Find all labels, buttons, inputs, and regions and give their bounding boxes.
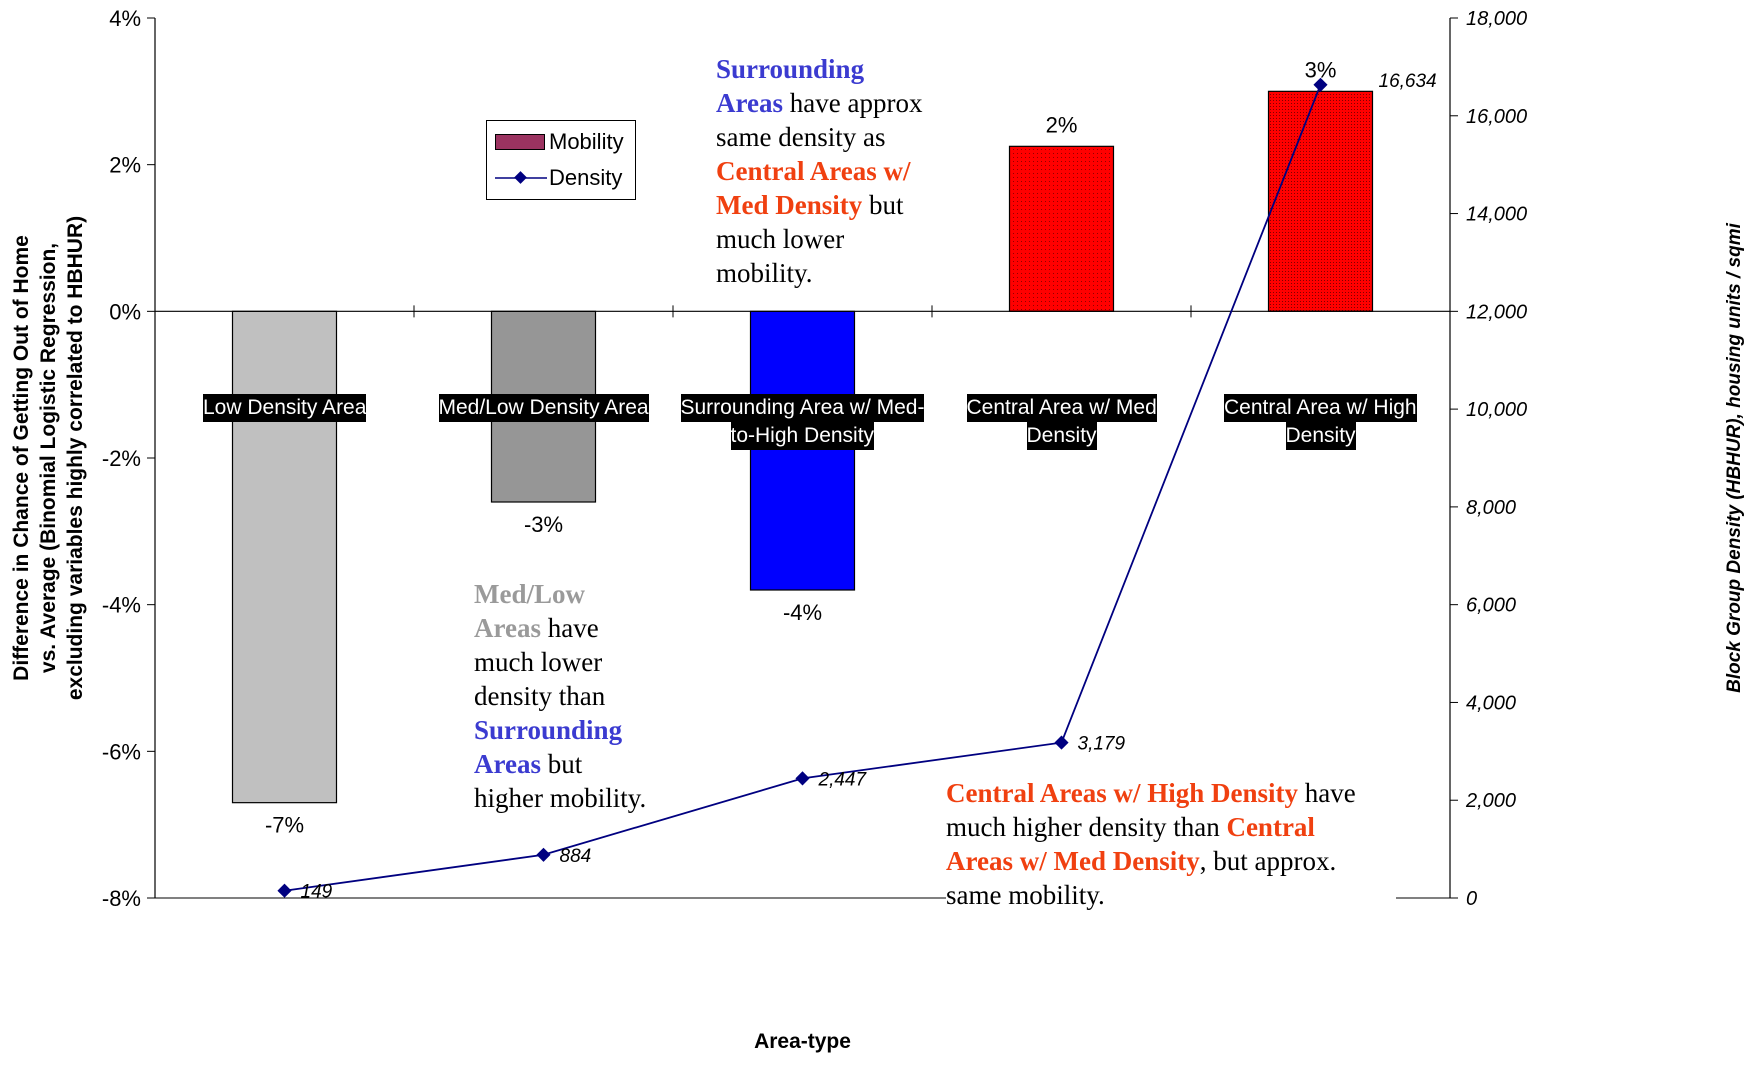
x-axis-title: Area-type [754, 1030, 851, 1053]
y-tick-label: 2% [109, 153, 141, 178]
density-value-label-2: 2,447 [818, 769, 868, 790]
annotation-medlow: Med/Low Areas have much lower density th… [474, 577, 672, 815]
density-value-label-3: 3,179 [1078, 734, 1126, 755]
bar-value-label-4: 3% [1305, 57, 1337, 82]
category-label-2: Surrounding Area w/ Med- [680, 394, 925, 422]
annotation-text: but [862, 190, 904, 220]
annotation-text: Med Density [716, 190, 863, 220]
annotation-text: much lower [716, 224, 845, 254]
annotation-text: Central Areas w/ [716, 156, 911, 186]
annotation-text: Areas [474, 749, 541, 779]
density-value-label-0: 149 [301, 882, 333, 903]
annotation-text: Surrounding [716, 54, 865, 84]
annotation-text: much lower [474, 647, 603, 677]
density-point-2 [795, 771, 810, 786]
annotation-text: Areas [716, 88, 783, 118]
category-label-4: Density [1285, 422, 1356, 450]
y-tick-label: -8% [102, 886, 141, 911]
category-label-3: Density [1026, 422, 1097, 450]
legend-item-density: Density [495, 165, 622, 191]
category-label-3: Central Area w/ Med [966, 394, 1157, 422]
legend-label-mobility: Mobility [549, 129, 624, 154]
density-value-label-1: 884 [560, 846, 592, 867]
y2-tick-label: 4,000 [1466, 692, 1516, 714]
annotation-text: same density as [716, 122, 886, 152]
annotation-text: , but approx. [1199, 846, 1337, 876]
category-label-0: Low Density Area [203, 394, 367, 422]
y2-tick-label: 16,000 [1466, 106, 1527, 128]
y-tick-label: 4% [109, 6, 141, 31]
category-label-4: Central Area w/ High [1224, 394, 1417, 422]
y2-tick-label: 8,000 [1466, 497, 1516, 519]
labels-layer: -7% -3% -4% 2% 3% 149 884 2,447 3,179 16,634 Area-… [10, 57, 1745, 1053]
annotation-text: Central [1226, 812, 1315, 842]
y-tick-label: -6% [102, 739, 141, 764]
y2-tick-label: 2,000 [1465, 790, 1516, 812]
y-tick-label: -4% [102, 593, 141, 618]
density-line-layer [277, 77, 1328, 898]
y2-tick-label: 10,000 [1466, 399, 1527, 421]
density-point-1 [536, 847, 551, 862]
bar-value-label-2: -4% [783, 600, 822, 625]
y2-tick-label: 0 [1466, 888, 1477, 910]
y2-tick-label: 18,000 [1466, 8, 1527, 30]
category-label-1: Med/Low Density Area [438, 394, 649, 422]
y2-axis-title: Block Group Density (HBHUR), housing uni… [1724, 222, 1745, 692]
mobility-swatch-icon [495, 134, 545, 150]
y2-tick-label: 14,000 [1466, 204, 1527, 226]
annotation-surrounding: Surrounding Areas have approx same densi… [716, 52, 956, 290]
annotation-text: have [1298, 778, 1356, 808]
bar-value-label-3: 2% [1046, 112, 1078, 137]
bar-value-label-1: -3% [524, 512, 563, 537]
annotation-text: but [541, 749, 583, 779]
y-tick-label: -2% [102, 446, 141, 471]
annotation-text: density than [474, 681, 606, 711]
annotation-text: mobility. [716, 258, 813, 288]
y2-tick-label: 6,000 [1466, 595, 1516, 617]
annotation-text: much higher density than [946, 812, 1227, 842]
annotation-text: Areas w/ Med Density [946, 846, 1200, 876]
category-label-2: to-High Density [730, 422, 875, 450]
annotation-text: Med/Low [474, 579, 585, 609]
bar-2 [749, 310, 856, 591]
bar-value-label-0: -7% [265, 813, 304, 838]
y-axis-title-line: Difference in Chance of Getting Out of H… [10, 235, 33, 681]
bar-4 [1267, 90, 1374, 312]
density-value-label-4: 16,634 [1379, 71, 1437, 92]
y-tick-label: 0% [109, 299, 141, 324]
annotation-text: Surrounding [474, 715, 623, 745]
density-point-4 [1313, 77, 1328, 92]
annotation-text: have [541, 613, 599, 643]
density-point-0 [277, 883, 292, 898]
density-point-3 [1054, 735, 1069, 750]
density-line-icon [495, 171, 547, 184]
legend-item-mobility: Mobility [495, 129, 624, 155]
annotation-text: Areas [474, 613, 541, 643]
bar-0 [231, 310, 338, 804]
y-axis-title-line: vs. Average (Binomial Logistic Regressio… [37, 243, 60, 673]
annotation-text: Central Areas w/ High Density [946, 778, 1298, 808]
annotation-text: higher mobility. [474, 783, 647, 813]
bar-3 [1008, 145, 1115, 312]
annotation-central: Central Areas w/ High Density have much … [946, 776, 1396, 912]
annotation-text: same mobility. [946, 880, 1105, 910]
legend: Mobility Density [486, 120, 636, 200]
y-axis-title-line: excluding variables highly correlated to… [64, 216, 87, 700]
y2-tick-label: 12,000 [1466, 301, 1527, 323]
legend-label-density: Density [549, 165, 623, 190]
annotation-text: have approx [783, 88, 923, 118]
axes-layer: -8% -6% -4% -2% 0% 2% 4% 0 2,000 4,000 6,000 8,000 1… [102, 6, 1527, 911]
